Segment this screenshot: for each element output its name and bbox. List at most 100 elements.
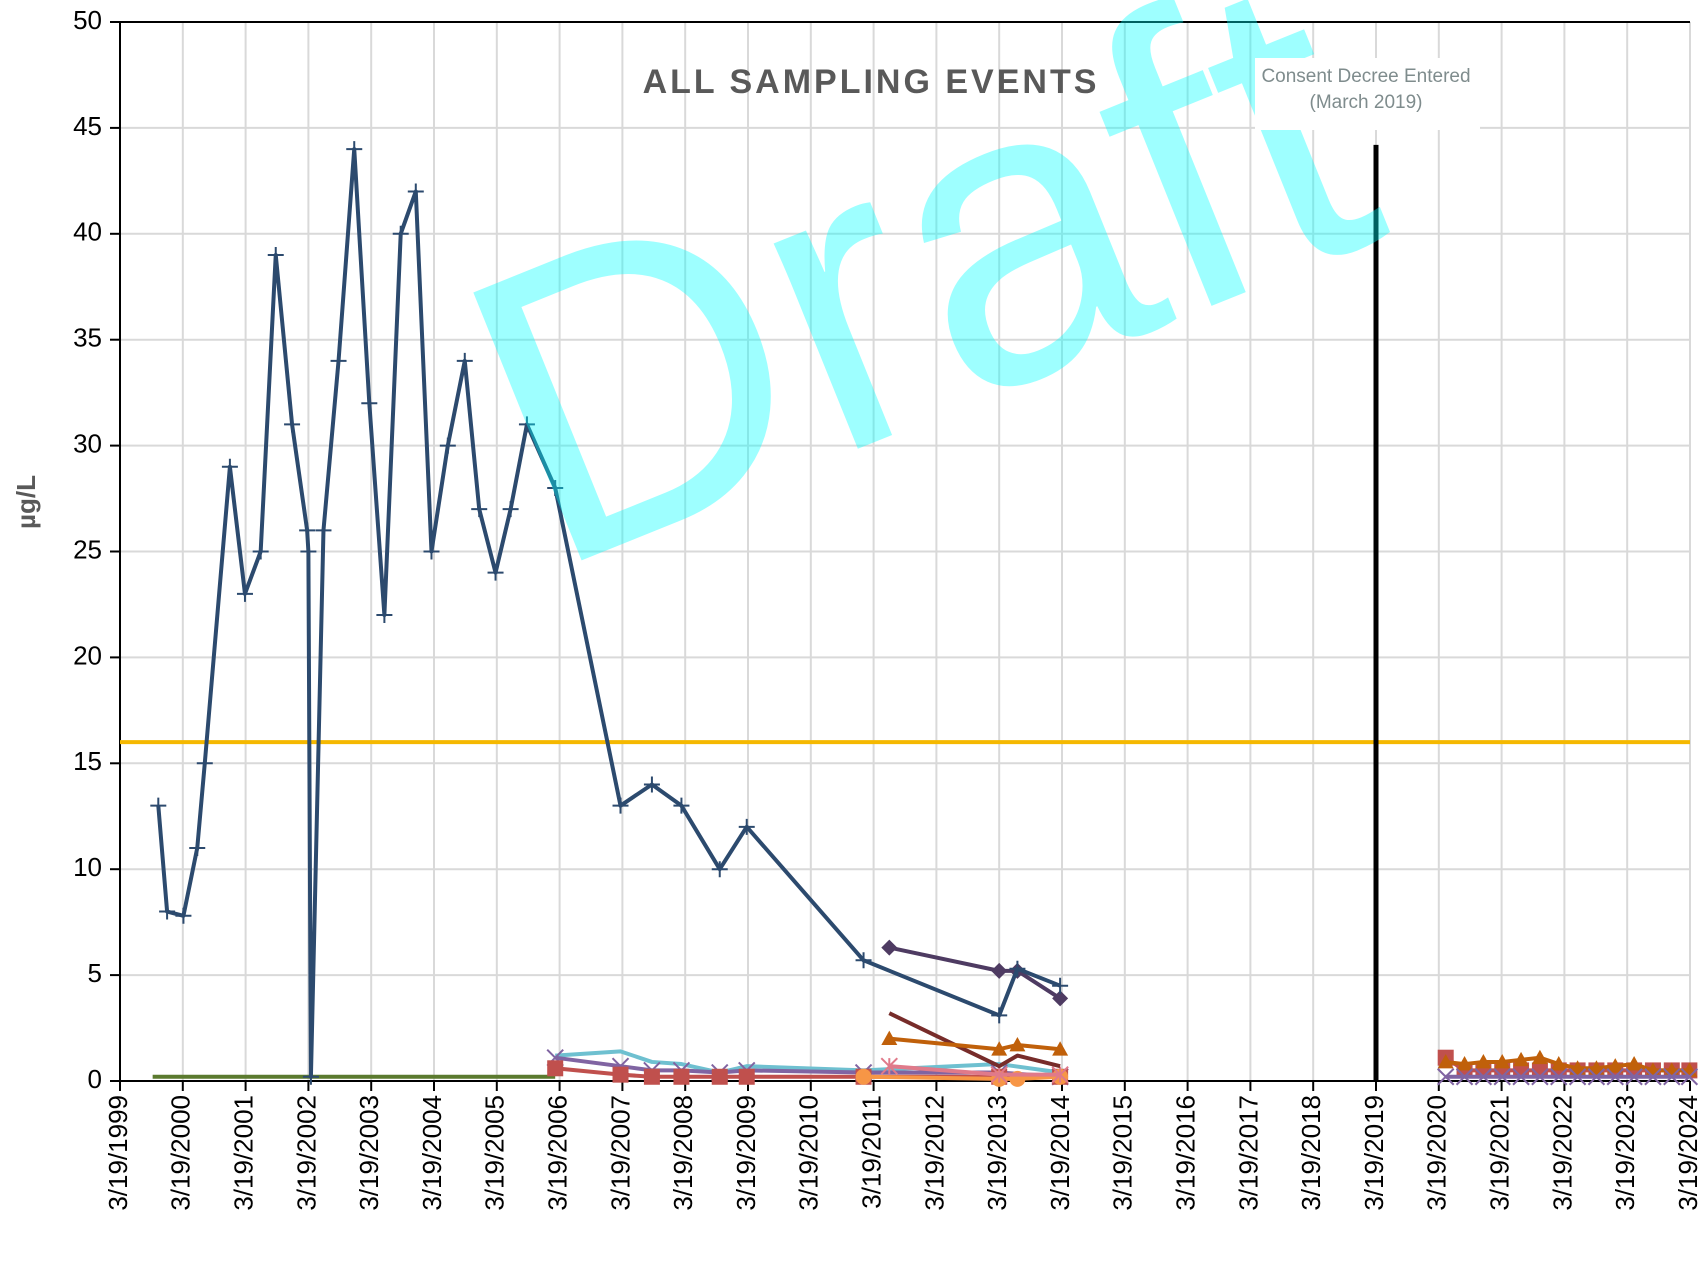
y-tick-label: 0	[88, 1064, 102, 1094]
x-tick-label: 3/19/2014	[1045, 1095, 1075, 1211]
marker	[150, 797, 167, 814]
y-tick-label: 30	[73, 428, 102, 458]
marker	[1493, 1068, 1511, 1086]
marker	[547, 479, 564, 496]
marker	[1588, 1060, 1605, 1075]
marker	[991, 1007, 1008, 1024]
y-tick-label: 50	[73, 5, 102, 35]
marker	[1474, 1068, 1493, 1086]
x-tick-label: 3/19/2024	[1673, 1095, 1703, 1211]
marker	[1437, 1053, 1454, 1069]
marker	[392, 225, 409, 242]
marker	[487, 564, 504, 581]
marker	[1626, 1056, 1643, 1071]
x-tick-label: 3/19/2004	[417, 1095, 447, 1211]
marker	[221, 458, 238, 475]
marker	[643, 1068, 660, 1085]
marker	[302, 1068, 319, 1085]
chart-title: ALL SAMPLING EVENTS	[643, 63, 1100, 101]
marker	[643, 776, 660, 793]
x-tick-label: 3/19/1999	[103, 1095, 133, 1211]
marker	[175, 907, 192, 924]
series-line	[888, 945, 1062, 1001]
marker	[196, 755, 213, 772]
marker	[189, 840, 206, 857]
x-tick-label: 3/19/2002	[291, 1095, 321, 1211]
marker	[1437, 1068, 1455, 1086]
x-tick-label: 3/19/2009	[731, 1095, 761, 1211]
marker	[673, 797, 690, 814]
annotation: (March 2019)	[1310, 92, 1423, 113]
x-tick-label: 3/19/2013	[982, 1095, 1012, 1211]
marker	[1052, 977, 1069, 994]
x-tick-label: 3/19/2007	[605, 1095, 635, 1211]
marker	[300, 543, 317, 560]
x-tick-label: 3/19/2018	[1296, 1095, 1326, 1211]
x-tick-label: 3/19/2019	[1359, 1095, 1389, 1211]
marker	[1475, 1053, 1492, 1069]
marker	[738, 818, 755, 835]
x-tick-label: 3/19/2022	[1547, 1095, 1577, 1211]
marker	[1644, 1068, 1662, 1086]
marker	[711, 861, 728, 878]
x-tick-label: 3/19/2001	[228, 1095, 258, 1211]
marker	[456, 352, 473, 369]
marker	[439, 437, 456, 454]
marker	[315, 522, 332, 539]
marker	[1051, 1065, 1069, 1084]
annotation: Consent Decree Entered	[1261, 66, 1470, 87]
y-tick-label: 5	[88, 958, 102, 988]
marker	[284, 416, 301, 433]
series-line	[863, 1074, 1061, 1081]
marker	[1494, 1053, 1511, 1069]
x-tick-label: 3/19/2020	[1422, 1095, 1452, 1211]
marker	[346, 141, 363, 158]
marker	[1455, 1068, 1474, 1086]
marker	[855, 1068, 872, 1085]
marker	[1625, 1068, 1643, 1086]
marker	[1607, 1058, 1624, 1073]
marker	[518, 416, 535, 433]
marker	[612, 1066, 629, 1083]
y-axis-label: µg/L	[11, 475, 41, 529]
marker	[1009, 1036, 1026, 1052]
marker	[1550, 1056, 1567, 1071]
x-tick-label: 3/19/2008	[668, 1095, 698, 1211]
annotation-box	[1255, 58, 1480, 130]
marker	[1009, 960, 1026, 977]
marker	[1587, 1068, 1606, 1086]
marker	[330, 352, 347, 369]
marker	[881, 939, 898, 956]
marker	[881, 1030, 898, 1046]
marker	[267, 246, 284, 263]
marker	[1052, 1041, 1069, 1056]
marker	[990, 1065, 1008, 1084]
marker	[711, 1068, 728, 1085]
marker	[1569, 1060, 1586, 1075]
marker	[673, 1068, 690, 1085]
marker	[1531, 1062, 1548, 1079]
marker	[1513, 1062, 1530, 1079]
marker	[1680, 1068, 1699, 1086]
x-tick-label: 3/19/2011	[856, 1095, 886, 1209]
x-tick-label: 3/19/2016	[1170, 1095, 1200, 1211]
y-tick-label: 45	[73, 111, 102, 141]
marker	[547, 1060, 564, 1077]
marker	[502, 501, 519, 518]
x-tick-label: 3/19/2023	[1610, 1095, 1640, 1211]
x-tick-label: 3/19/2017	[1233, 1095, 1263, 1211]
marker	[1456, 1056, 1473, 1071]
y-tick-label: 15	[73, 746, 102, 776]
y-tick-label: 40	[73, 217, 102, 247]
x-tick-label: 3/19/2012	[919, 1095, 949, 1211]
x-tick-label: 3/19/2003	[354, 1095, 384, 1211]
marker	[738, 1068, 755, 1085]
marker	[612, 797, 629, 814]
marker	[1513, 1051, 1530, 1067]
marker	[880, 1057, 899, 1075]
marker	[236, 585, 253, 602]
y-tick-label: 10	[73, 852, 102, 882]
x-tick-label: 3/19/2006	[542, 1095, 572, 1211]
marker	[855, 952, 872, 969]
